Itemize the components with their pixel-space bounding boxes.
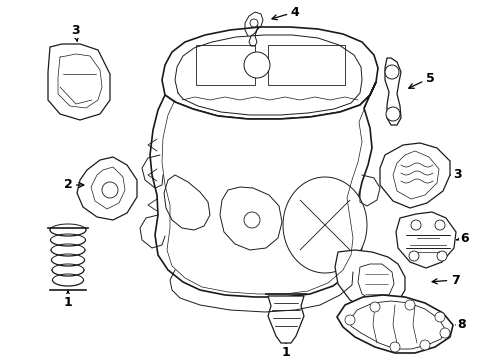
Circle shape	[369, 302, 379, 312]
Polygon shape	[48, 44, 110, 120]
Polygon shape	[267, 296, 304, 343]
Circle shape	[439, 328, 449, 338]
Polygon shape	[336, 295, 452, 353]
Text: 5: 5	[408, 72, 433, 88]
Text: 1: 1	[281, 344, 290, 359]
Text: 3: 3	[450, 168, 460, 181]
Polygon shape	[379, 143, 449, 208]
Circle shape	[385, 107, 399, 121]
Circle shape	[384, 65, 398, 79]
Circle shape	[244, 212, 260, 228]
Circle shape	[389, 342, 399, 352]
Text: 1: 1	[63, 291, 72, 309]
Text: 4: 4	[271, 5, 299, 20]
Circle shape	[408, 251, 418, 261]
Polygon shape	[196, 45, 254, 85]
Polygon shape	[163, 175, 209, 230]
Polygon shape	[392, 151, 438, 199]
Polygon shape	[91, 167, 125, 209]
Circle shape	[102, 182, 118, 198]
Text: 7: 7	[431, 274, 458, 287]
Circle shape	[404, 300, 414, 310]
Polygon shape	[283, 177, 366, 273]
Circle shape	[436, 251, 446, 261]
Polygon shape	[150, 82, 375, 297]
Polygon shape	[77, 157, 137, 220]
Circle shape	[244, 52, 269, 78]
Circle shape	[410, 220, 420, 230]
Circle shape	[434, 312, 444, 322]
Polygon shape	[384, 58, 400, 125]
Text: 2: 2	[63, 179, 83, 192]
Polygon shape	[357, 264, 393, 302]
Circle shape	[434, 220, 444, 230]
Polygon shape	[220, 187, 282, 250]
Text: 8: 8	[455, 319, 466, 332]
Polygon shape	[334, 250, 404, 310]
Circle shape	[419, 340, 429, 350]
Text: 6: 6	[456, 231, 468, 244]
Polygon shape	[395, 212, 455, 268]
Circle shape	[345, 315, 354, 325]
Polygon shape	[162, 27, 377, 119]
Polygon shape	[267, 45, 345, 85]
Text: 3: 3	[71, 23, 79, 41]
Circle shape	[249, 19, 258, 27]
